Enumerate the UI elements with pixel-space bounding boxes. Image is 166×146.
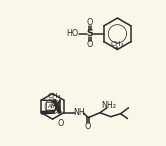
Text: CH₃: CH₃	[111, 41, 124, 47]
Text: S: S	[87, 29, 93, 38]
Text: O: O	[85, 122, 91, 131]
Text: CH₃: CH₃	[47, 93, 61, 99]
Text: O: O	[87, 40, 93, 49]
Text: O: O	[57, 119, 64, 128]
Text: NH₂: NH₂	[101, 101, 116, 110]
Text: O: O	[50, 99, 56, 108]
Text: Abs: Abs	[47, 104, 58, 109]
Text: O: O	[87, 19, 93, 27]
Text: HO: HO	[66, 29, 78, 38]
Text: NH: NH	[73, 108, 85, 117]
